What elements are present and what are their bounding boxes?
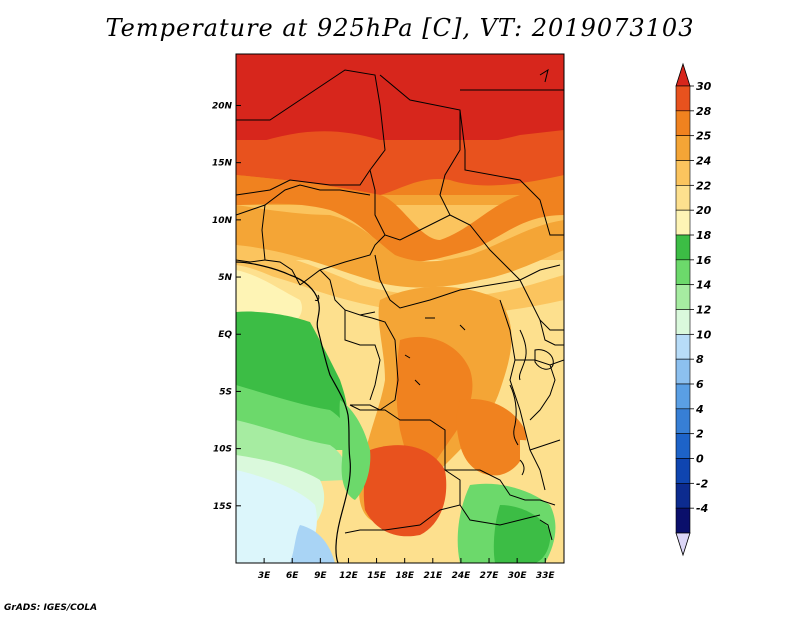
colorbar-label: 20 xyxy=(696,204,712,217)
sea-cool xyxy=(290,525,335,563)
coast-green xyxy=(339,400,371,500)
colorbar-label: 14 xyxy=(696,279,711,292)
band-24-north xyxy=(236,205,564,288)
colorbar-swatch xyxy=(675,209,691,236)
lon-tick-label: 12E xyxy=(339,571,359,581)
colorbar-label: 2 xyxy=(696,428,704,441)
colorbar-label: 10 xyxy=(696,328,712,341)
latitude-axis: 20N 15N 10N 5N EQ 5S 10S 15S xyxy=(212,101,241,512)
map-title: Temperature at 925hPa [C], VT: 201907310… xyxy=(105,14,695,42)
colorbar-label: -2 xyxy=(696,477,709,490)
colorbar-label: 16 xyxy=(696,254,712,267)
colorbar-swatch xyxy=(675,334,691,360)
colorbar-swatch xyxy=(675,284,691,310)
colorbar-swatch xyxy=(675,135,691,161)
colorbar-swatch xyxy=(675,433,691,459)
lon-tick-label: 9E xyxy=(314,571,327,581)
colorbar-swatch xyxy=(675,85,691,112)
colorbar-bottom-arrow xyxy=(675,532,691,557)
lat-tick-label: 5N xyxy=(218,273,232,283)
lat-tick-label: 20N xyxy=(212,101,233,111)
band-25-south xyxy=(363,445,447,537)
country-borders xyxy=(236,69,564,534)
colorbar-swatch xyxy=(675,259,691,285)
lat-tick-label: EQ xyxy=(218,330,232,340)
colorbar-label: 30 xyxy=(696,80,712,93)
colorbar-label: 0 xyxy=(696,453,704,466)
colorbar-label: 4 xyxy=(695,403,704,416)
colorbar-label: 22 xyxy=(696,179,712,192)
colorbar-swatch xyxy=(675,408,691,434)
lat-tick-label: 15N xyxy=(212,159,233,169)
colorbar-label: 12 xyxy=(696,304,712,317)
lon-tick-label: 33E xyxy=(536,571,556,581)
lon-tick-label: 3E xyxy=(258,571,271,581)
colorbar-swatch xyxy=(675,483,691,509)
colorbar-label: 6 xyxy=(696,378,704,391)
lat-tick-label: 15S xyxy=(213,502,232,512)
lon-tick-label: 6E xyxy=(286,571,299,581)
band-24-east xyxy=(456,399,527,476)
band-20-se xyxy=(520,440,564,500)
lon-tick-label: 21E xyxy=(423,571,443,581)
coastline xyxy=(236,261,351,563)
colorbar-label: 18 xyxy=(696,229,712,242)
colorbar-label: 24 xyxy=(696,155,711,168)
band-28-shape xyxy=(236,130,564,195)
lat-tick-label: 10S xyxy=(213,445,232,455)
lat-tick-label: 10N xyxy=(212,216,233,226)
colorbar-swatch xyxy=(675,160,691,186)
longitude-axis: 3E 6E 9E 12E 15E 18E 21E 24E 27E 30E 33E xyxy=(258,558,556,581)
plot-frame xyxy=(235,53,565,564)
lat-tick-label: 5S xyxy=(219,387,232,397)
lon-tick-label: 18E xyxy=(395,571,415,581)
colorbar-top-arrow xyxy=(675,62,691,87)
colorbar-label: 25 xyxy=(696,130,712,143)
colorbar-swatch xyxy=(675,309,691,335)
band-16-se xyxy=(493,505,551,563)
band-25-central xyxy=(396,336,473,480)
lakes xyxy=(314,68,554,541)
colorbar-label: 28 xyxy=(696,105,712,118)
colorbar-swatch xyxy=(675,383,691,410)
colorbar-swatch xyxy=(675,458,691,484)
temperature-field xyxy=(236,54,564,563)
colorbar-label: -4 xyxy=(696,502,708,515)
lon-tick-label: 15E xyxy=(367,571,387,581)
colorbar-swatch xyxy=(675,110,691,136)
colorbar-swatch xyxy=(675,358,691,385)
colorbar-swatch xyxy=(675,507,691,534)
colorbar-swatch xyxy=(675,234,691,261)
colorbar-label: 8 xyxy=(696,353,704,366)
lon-tick-label: 30E xyxy=(508,571,528,581)
lon-tick-label: 27E xyxy=(480,571,500,581)
colorbar-swatch xyxy=(675,185,691,211)
lon-tick-label: 24E xyxy=(452,571,472,581)
grads-credit: GrADS: IGES/COLA xyxy=(4,603,98,613)
